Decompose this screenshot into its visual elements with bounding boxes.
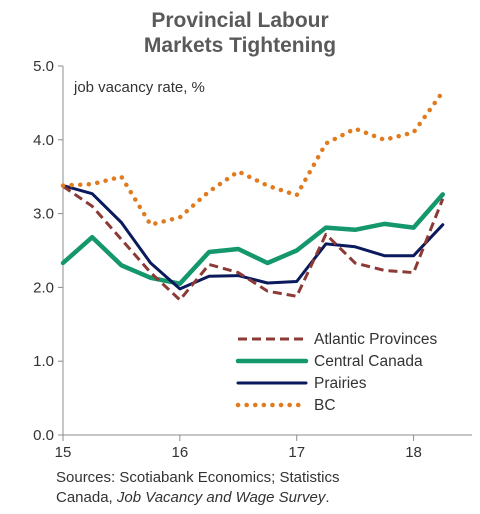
chart-series-layer <box>60 89 446 302</box>
y-tick-label: 3.0 <box>33 206 54 223</box>
sources-line-2-prefix: Canada, <box>56 489 117 506</box>
chart-axes: 0.0 1.0 2.0 3.0 4.0 5.0 15 16 17 18 <box>33 58 472 461</box>
sources-line-2-suffix: . <box>325 489 330 506</box>
y-tick-label: 5.0 <box>33 58 54 75</box>
chart-title-line-2: Markets Tightening <box>143 34 337 57</box>
series-line-prairies <box>61 184 445 291</box>
x-tick-label: 16 <box>172 444 189 461</box>
y-tick-label: 2.0 <box>33 279 54 296</box>
y-tick-label: 4.0 <box>33 132 54 149</box>
sources-line-2: Canada, Job Vacancy and Wage Survey. <box>56 488 476 508</box>
series-line-central-canada <box>60 192 446 286</box>
x-tick-label: 17 <box>288 444 305 461</box>
chart-legend: Atlantic Provinces Central Canada Prairies… <box>235 331 437 414</box>
x-tick-label: 18 <box>405 444 422 461</box>
legend-label-atlantic-provinces: Atlantic Provinces <box>314 331 437 348</box>
chart-title: Provincial Labour Markets Tightening <box>0 8 480 58</box>
sources-line-2-survey-name: Job Vacancy and Wage Survey <box>116 489 326 506</box>
legend-label-bc: BC <box>314 397 336 414</box>
x-tick-label: 15 <box>55 444 72 461</box>
legend-label-central-canada: Central Canada <box>314 353 423 370</box>
chart-title-line-1: Provincial Labour <box>151 9 329 32</box>
chart-sources-note: Sources: Scotiabank Economics; Statistic… <box>56 468 476 508</box>
series-line-atlantic-provinces <box>62 185 445 302</box>
y-tick-label: 1.0 <box>33 353 54 370</box>
sources-line-1: Sources: Scotiabank Economics; Statistic… <box>56 469 340 486</box>
legend-label-prairies: Prairies <box>314 375 367 392</box>
y-tick-label: 0.0 <box>33 427 54 444</box>
y-axis-label: job vacancy rate, % <box>73 79 205 96</box>
series-line-bc <box>60 89 446 227</box>
